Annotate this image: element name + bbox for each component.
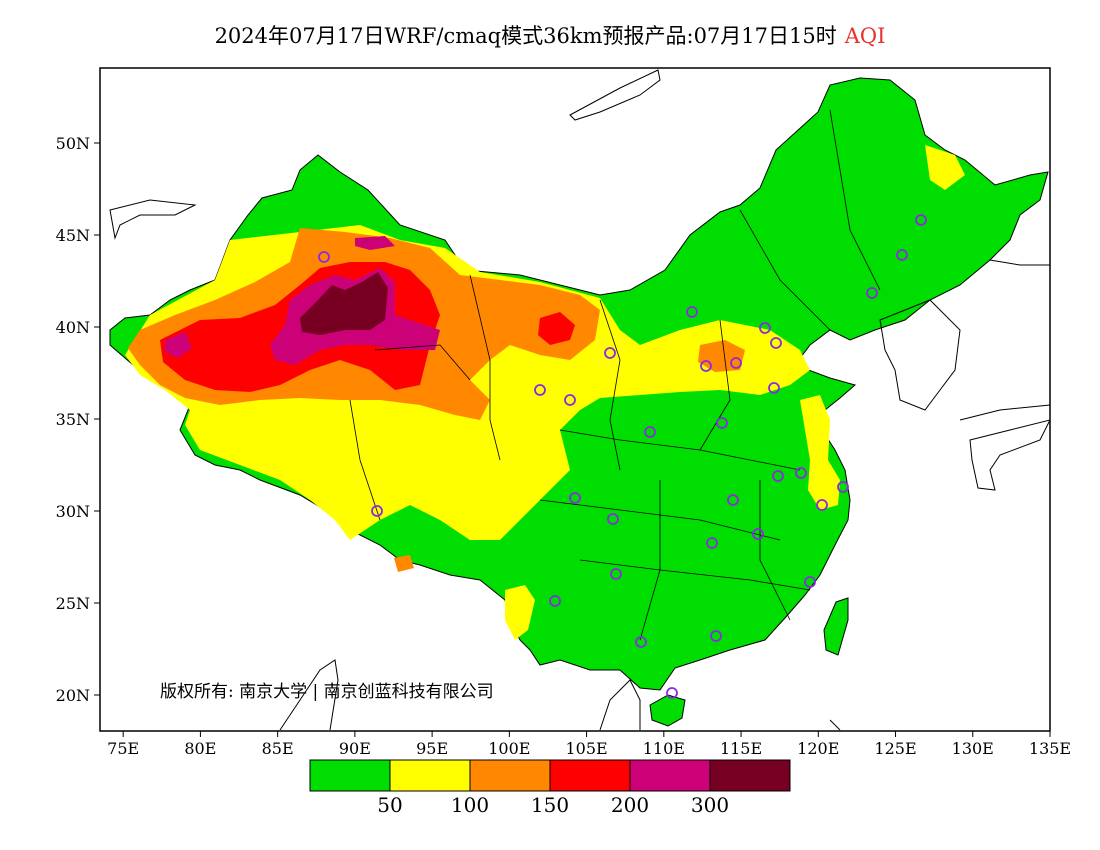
lon-tick-label: 120E xyxy=(797,739,839,758)
station-marker xyxy=(795,467,807,479)
station-marker xyxy=(816,499,828,511)
station-marker xyxy=(706,537,718,549)
lon-tick-label: 75E xyxy=(107,739,139,758)
station-marker xyxy=(727,494,739,506)
lat-tick-label: 30N xyxy=(56,502,90,521)
legend-swatch xyxy=(549,759,631,792)
legend-threshold-label: 150 xyxy=(531,793,569,817)
station-marker xyxy=(759,322,771,334)
station-marker xyxy=(915,214,927,226)
lon-tick-label: 100E xyxy=(488,739,530,758)
station-marker xyxy=(716,417,728,429)
station-marker xyxy=(569,492,581,504)
legend-threshold-label: 200 xyxy=(611,793,649,817)
lat-tick-label: 25N xyxy=(56,594,90,613)
lon-tick-label: 135E xyxy=(1029,739,1071,758)
neighbor-coastlines xyxy=(109,69,1050,731)
lon-tick-label: 80E xyxy=(184,739,216,758)
zone-very-unhealthy-north xyxy=(355,236,395,250)
legend-swatch xyxy=(309,759,391,792)
legend-threshold-label: 100 xyxy=(451,793,489,817)
station-marker xyxy=(730,357,742,369)
lon-tick-label: 90E xyxy=(339,739,371,758)
station-marker xyxy=(772,470,784,482)
lon-tick-label: 85E xyxy=(262,739,294,758)
station-marker xyxy=(564,394,576,406)
lon-tick-label: 130E xyxy=(952,739,994,758)
taiwan-island xyxy=(823,597,849,656)
title-main: 2024年07月17日WRF/cmaq模式36km预报产品:07月17日15时 xyxy=(214,24,837,48)
zone-usg-north-china xyxy=(698,340,745,372)
station-marker xyxy=(534,384,546,396)
station-marker xyxy=(768,382,780,394)
copyright-text: 版权所有: 南京大学 | 南京创蓝科技有限公司 xyxy=(160,682,494,702)
station-marker xyxy=(896,249,908,261)
zone-hazardous-core xyxy=(300,272,388,335)
legend-threshold-label: 300 xyxy=(691,793,729,817)
lat-tick-label: 50N xyxy=(56,134,90,153)
station-marker xyxy=(371,505,383,517)
station-marker xyxy=(644,426,656,438)
station-marker xyxy=(866,287,878,299)
station-marker xyxy=(686,306,698,318)
zone-moderate-sw-patch xyxy=(505,585,535,640)
lon-tick-label: 105E xyxy=(565,739,607,758)
station-marker xyxy=(752,528,764,540)
lat-tick-label: 35N xyxy=(56,410,90,429)
lon-tick-label: 115E xyxy=(720,739,762,758)
station-marker xyxy=(770,337,782,349)
zone-very-unhealthy-west xyxy=(165,332,192,358)
zone-usg-tibet-south xyxy=(394,555,414,572)
zone-moderate-east-coast xyxy=(800,395,840,510)
station-marker xyxy=(700,360,712,372)
station-markers xyxy=(318,214,927,699)
title-variable: AQI xyxy=(844,24,886,48)
station-marker xyxy=(666,687,678,699)
aqi-legend: 50 100 150 200 300 xyxy=(309,759,791,817)
station-marker xyxy=(604,347,616,359)
station-marker xyxy=(635,636,647,648)
zone-moderate-northeast xyxy=(925,145,965,190)
station-marker xyxy=(837,481,849,493)
legend-swatch xyxy=(629,759,711,792)
station-marker xyxy=(610,568,622,580)
latitude-axis: 50N 45N 40N 35N 30N 25N 20N xyxy=(56,134,100,705)
aqi-field xyxy=(109,69,1050,731)
longitude-axis: 75E 80E 85E 90E 95E 100E 105E 110E 115E 120E 125E 1… xyxy=(107,731,1071,758)
station-marker xyxy=(710,630,722,642)
station-marker xyxy=(549,595,561,607)
station-marker xyxy=(607,513,619,525)
legend-threshold-label: 50 xyxy=(377,793,402,817)
province-borders xyxy=(349,109,881,641)
lon-tick-label: 125E xyxy=(874,739,916,758)
station-marker xyxy=(804,576,816,588)
lat-tick-label: 40N xyxy=(56,318,90,337)
legend-swatch xyxy=(389,759,471,792)
lat-tick-label: 20N xyxy=(56,686,90,705)
lon-tick-label: 110E xyxy=(643,739,685,758)
lat-tick-label: 45N xyxy=(56,226,90,245)
map-title: 2024年07月17日WRF/cmaq模式36km预报产品:07月17日15时 A… xyxy=(0,20,1100,50)
legend-swatch xyxy=(469,759,551,792)
legend-swatch xyxy=(709,759,791,792)
lon-tick-label: 95E xyxy=(416,739,448,758)
station-marker xyxy=(318,251,330,263)
map-frame xyxy=(99,67,1051,732)
zone-unhealthy-inner-mongolia xyxy=(538,312,575,345)
